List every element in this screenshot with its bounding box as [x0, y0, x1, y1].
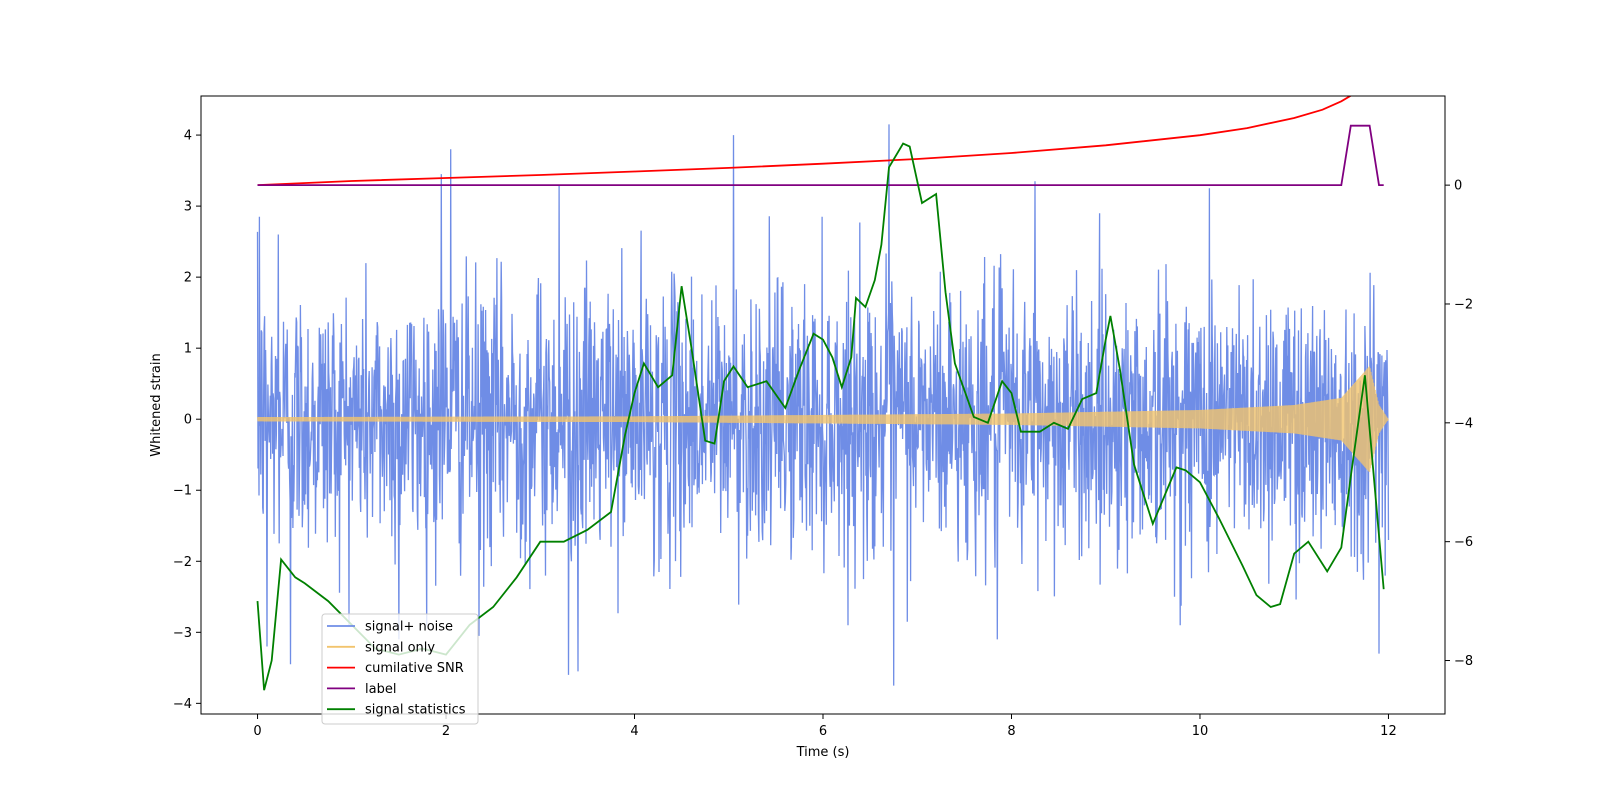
- x-tick-label: 12: [1380, 724, 1397, 739]
- y-axis-left: −4 −3 −2 −1 0 1 2 3 4: [173, 129, 201, 712]
- legend-label: signal only: [365, 640, 435, 655]
- y-tick-label: −4: [173, 697, 192, 712]
- series-line-signal-only: [257, 366, 1389, 472]
- legend-box: [321, 613, 479, 725]
- legend-label: signal+ noise: [365, 620, 453, 635]
- y2-tick-label: −2: [1454, 297, 1473, 312]
- x-tick-label: 2: [442, 724, 450, 739]
- y2-tick-label: −8: [1454, 654, 1473, 669]
- x-axis: 0 2 4 6 8 10 12: [253, 714, 1397, 739]
- x-tick-label: 0: [253, 724, 261, 739]
- y-tick-label: 4: [184, 129, 192, 144]
- y2-tick-label: −4: [1454, 416, 1473, 431]
- y2-tick-label: −6: [1454, 535, 1473, 550]
- plot-area: [256, 96, 1390, 691]
- series-line-signal-noise: [256, 124, 1390, 686]
- x-axis-label: Time (s): [796, 745, 850, 760]
- series-line-label: [257, 124, 1384, 186]
- series-line-cumilative-snr: [257, 96, 1353, 186]
- x-tick-label: 6: [819, 724, 827, 739]
- legend: signal+ noise signal only cumilative SNR la…: [321, 613, 479, 725]
- plot-frame: [200, 95, 1446, 715]
- y-axis-label: Whitened strain: [149, 353, 164, 456]
- y-tick-label: 2: [184, 271, 192, 286]
- legend-label: signal statistics: [365, 703, 466, 718]
- y-axis-right: −8 −6 −4 −2 0: [1445, 179, 1473, 669]
- x-tick-label: 8: [1007, 724, 1015, 739]
- legend-label: cumilative SNR: [365, 661, 464, 676]
- y-tick-label: 1: [184, 342, 192, 357]
- x-tick-label: 10: [1192, 724, 1209, 739]
- y-tick-label: 0: [184, 413, 192, 428]
- y-tick-label: −3: [173, 626, 192, 641]
- y-tick-label: −1: [173, 484, 192, 499]
- y-tick-label: 3: [184, 200, 192, 215]
- legend-label: label: [365, 682, 396, 697]
- x-tick-label: 4: [630, 724, 638, 739]
- y-tick-label: −2: [173, 555, 192, 570]
- y2-tick-label: 0: [1454, 179, 1462, 194]
